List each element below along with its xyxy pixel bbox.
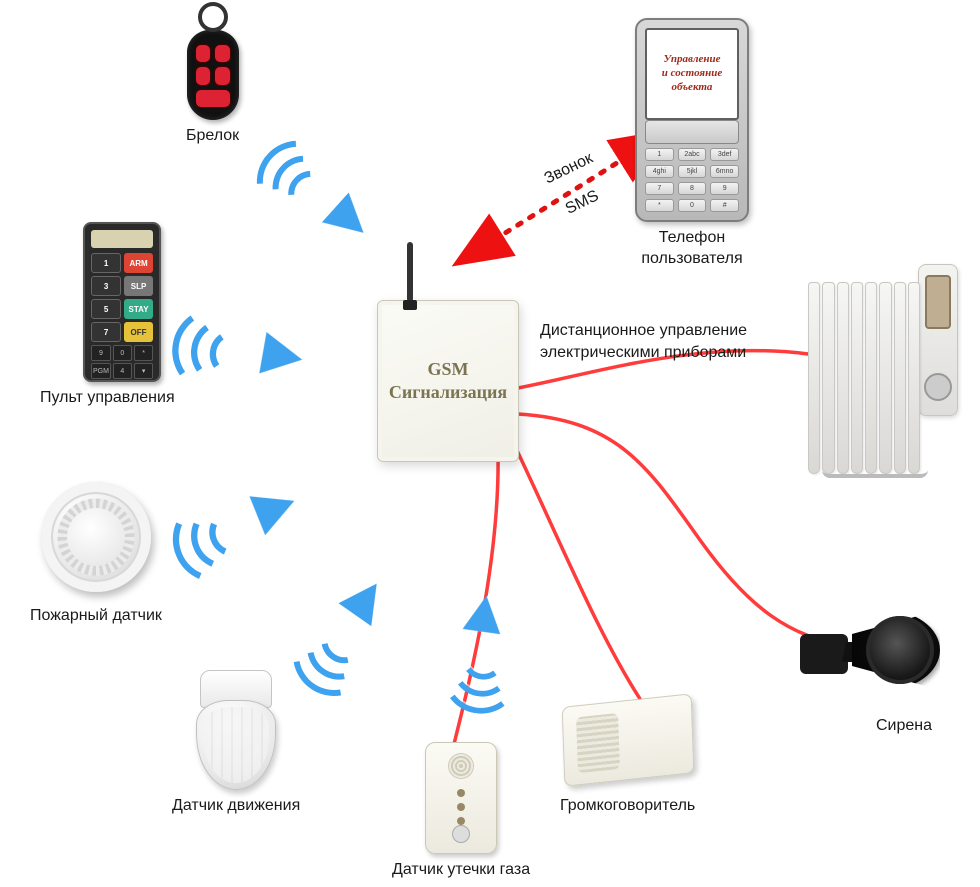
wireless-arrow-icon bbox=[245, 120, 403, 273]
siren-icon bbox=[800, 600, 940, 710]
wireless-arrow-icon bbox=[167, 296, 326, 404]
oil-heater bbox=[808, 264, 958, 474]
gsm-hub: GSM Сигнализация bbox=[378, 300, 518, 462]
wire-connection bbox=[518, 414, 846, 646]
smoke-detector: Пожарный датчик bbox=[30, 482, 162, 627]
loudspeaker: Громкоговоритель bbox=[560, 700, 695, 817]
call-label: Звонок bbox=[542, 150, 596, 189]
hub-box: GSM Сигнализация bbox=[377, 300, 519, 462]
diagram-canvas: GSM Сигнализация Управление и состояние … bbox=[0, 0, 980, 887]
heater-icon bbox=[808, 264, 958, 474]
phone-icon: Управление и состояние объекта 12abc3def… bbox=[635, 18, 749, 222]
phone-screen-text: Управление и состояние объекта bbox=[645, 28, 739, 120]
phone-label: Телефон пользователя bbox=[641, 228, 742, 270]
fob-label: Брелок bbox=[186, 126, 239, 147]
speaker-label: Громкоговоритель bbox=[560, 796, 695, 817]
control-panel: 1ARM 3SLP 5STAY 7OFF 90*PGM4▾ Пульт упра… bbox=[70, 222, 175, 409]
siren: Сирена bbox=[800, 600, 940, 737]
antenna-icon bbox=[407, 242, 413, 302]
control-panel-icon: 1ARM 3SLP 5STAY 7OFF 90*PGM4▾ bbox=[83, 222, 161, 382]
wire-connection bbox=[454, 452, 498, 744]
siren-label: Сирена bbox=[876, 716, 932, 737]
gas-sensor: Датчик утечки газа bbox=[392, 742, 530, 881]
wire-connection bbox=[512, 440, 646, 708]
key-fob: Брелок bbox=[186, 30, 239, 147]
panel-label: Пульт управления bbox=[40, 388, 175, 409]
keyfob-icon bbox=[187, 30, 239, 120]
user-phone: Управление и состояние объекта 12abc3def… bbox=[635, 18, 749, 270]
pir-label: Датчик движения bbox=[172, 796, 300, 817]
sms-label: SMS bbox=[563, 187, 602, 218]
motion-sensor: Датчик движения bbox=[172, 670, 300, 817]
speaker-icon bbox=[561, 693, 694, 786]
wireless-arrow-icon bbox=[432, 575, 526, 717]
wireless-arrow-icon bbox=[158, 456, 326, 589]
motion-sensor-icon bbox=[196, 670, 276, 790]
hub-title-line2: Сигнализация bbox=[389, 381, 507, 404]
smoke-detector-icon bbox=[41, 482, 151, 592]
smoke-label: Пожарный датчик bbox=[30, 606, 162, 627]
hub-title-line1: GSM bbox=[427, 358, 468, 381]
remote-control-caption: Дистанционное управление электрическими … bbox=[540, 320, 747, 363]
gas-label: Датчик утечки газа bbox=[392, 860, 530, 881]
phone-keypad: 12abc3def 4ghi5jkl6mno 789 *0# bbox=[645, 120, 739, 212]
gas-sensor-icon bbox=[425, 742, 497, 854]
